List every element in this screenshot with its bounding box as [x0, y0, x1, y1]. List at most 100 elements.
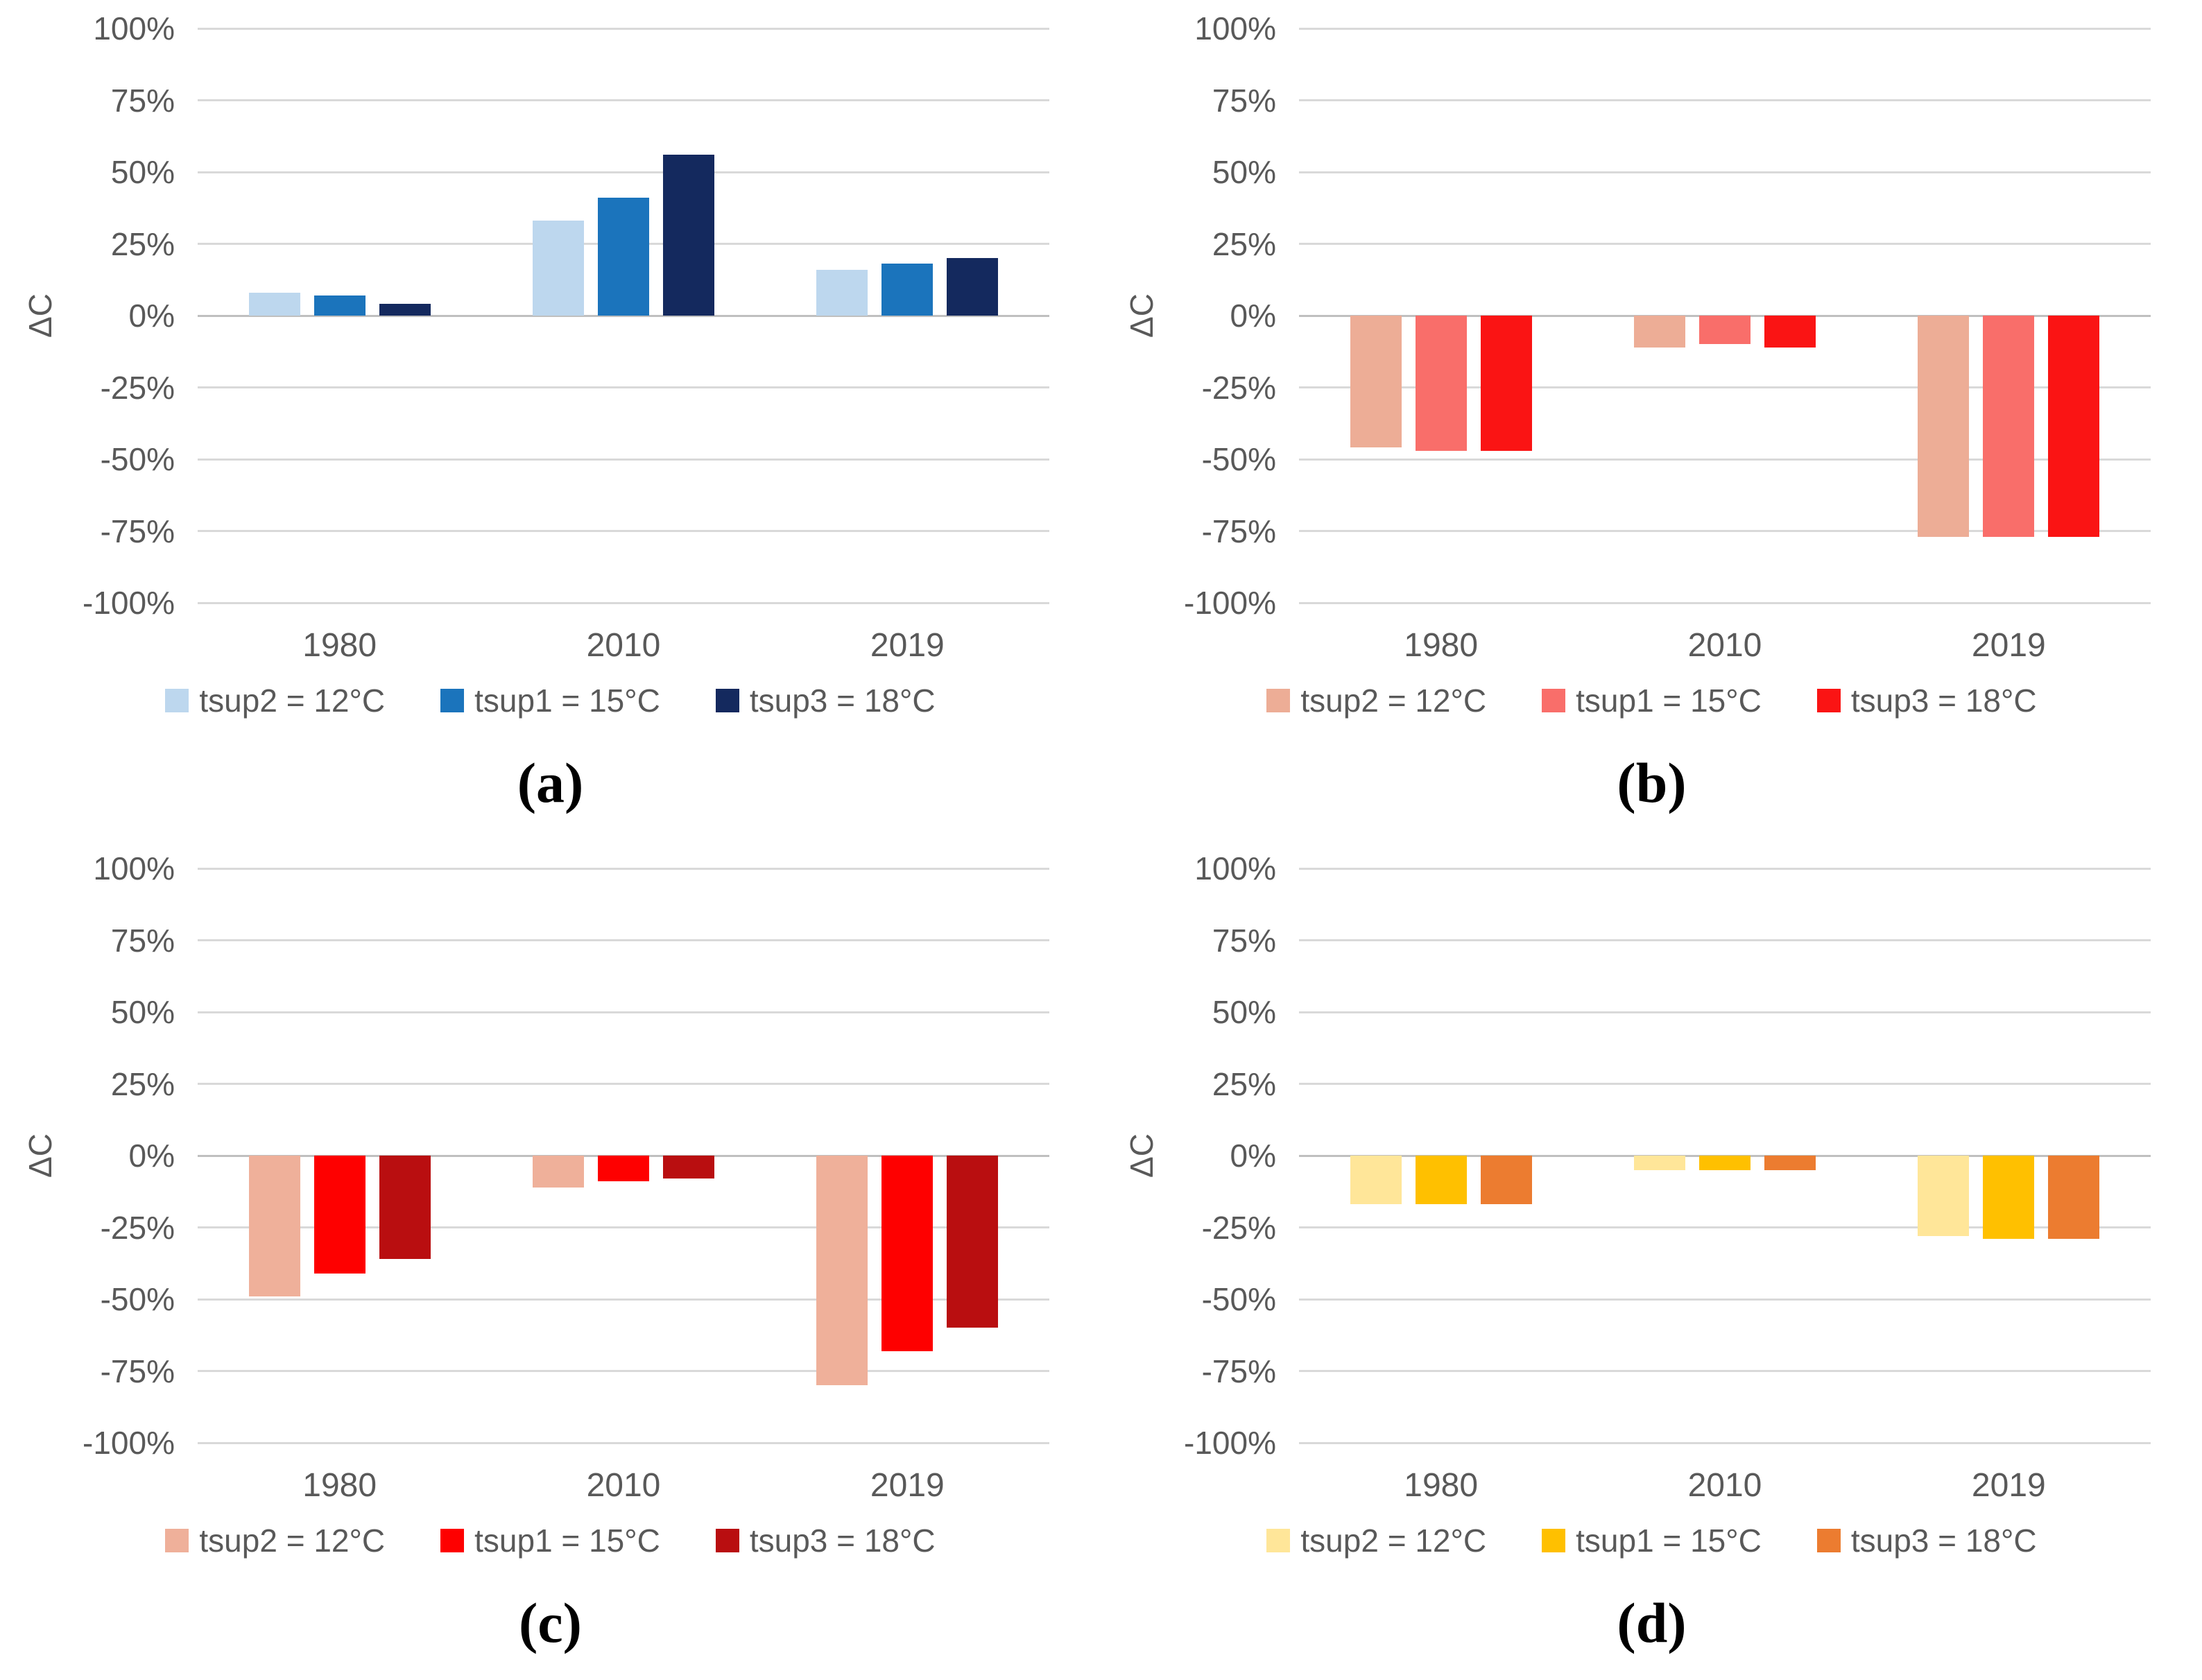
bar-2019-series-3 — [947, 258, 999, 316]
legend-label: tsup2 = 12°C — [1300, 683, 1487, 719]
legend-label: tsup1 = 15°C — [474, 1523, 660, 1559]
bar-2010-series-1 — [1634, 316, 1685, 348]
legend: tsup2 = 12°C tsup1 = 15°C tsup3 = 18°C — [1101, 1522, 2202, 1559]
x-category-label: 1980 — [1404, 1467, 1479, 1504]
y-tick-label: 0% — [1230, 1138, 1276, 1174]
x-category-label: 2019 — [1971, 1467, 2046, 1504]
y-tick-label: 25% — [1212, 1065, 1276, 1102]
x-category-label: 1980 — [302, 1467, 377, 1504]
y-tick-label: 50% — [1212, 994, 1276, 1030]
gridline — [198, 458, 1049, 461]
y-tick-label: -75% — [1201, 1353, 1276, 1389]
gridline — [1299, 939, 2151, 941]
y-tick-label: 100% — [93, 10, 175, 46]
y-tick-label: -50% — [1201, 441, 1276, 477]
y-tick-label: -50% — [100, 441, 175, 477]
gridline — [198, 386, 1049, 388]
bar-1980-series-2 — [1415, 316, 1467, 451]
legend-swatch — [1816, 1529, 1841, 1552]
legend-swatch — [1266, 1529, 1291, 1552]
y-tick-label: 100% — [93, 850, 175, 886]
legend-item: tsup1 = 15°C — [1542, 1522, 1762, 1559]
bar-2019-series-2 — [1983, 1156, 2035, 1240]
plot-area: 100% 75% 50% 25% 0% -25% -50% -75% -100% 1980 2010… — [1101, 0, 2202, 840]
y-tick-label: 50% — [1212, 154, 1276, 190]
y-tick-label: 25% — [110, 225, 175, 262]
x-category-label: 1980 — [1404, 627, 1479, 664]
bar-2019-series-2 — [881, 264, 934, 316]
legend: tsup2 = 12°C tsup1 = 15°C tsup3 = 18°C — [0, 682, 1101, 719]
zero-axis-line — [198, 314, 1049, 317]
gridline — [198, 1441, 1049, 1444]
gridline — [198, 1370, 1049, 1372]
x-category-label: 2019 — [1971, 627, 2046, 664]
bar-1980-series-3 — [1480, 316, 1532, 451]
legend-label: tsup1 = 15°C — [1576, 683, 1762, 719]
gridline — [198, 939, 1049, 941]
x-category-label: 2010 — [586, 1467, 661, 1504]
legend-item: tsup2 = 12°C — [165, 1522, 385, 1559]
bar-2010-series-2 — [598, 198, 649, 316]
legend-item: tsup3 = 18°C — [1816, 682, 2037, 719]
legend-item: tsup2 = 12°C — [1266, 1522, 1486, 1559]
y-tick-label: -25% — [100, 1209, 175, 1246]
legend-item: tsup3 = 18°C — [1816, 1522, 2037, 1559]
bar-1980-series-1 — [1350, 1156, 1402, 1205]
bar-2019-series-2 — [881, 1156, 934, 1351]
gridline — [1299, 1441, 2151, 1444]
bar-1980-series-3 — [379, 1156, 431, 1260]
bar-2010-series-2 — [598, 1156, 649, 1182]
gridline — [1299, 458, 2151, 461]
gridline — [1299, 1370, 2151, 1372]
chart-panel-b: ΔC 100% 75% 50% 25% 0% -25% -50% -75% -100% 1980 2… — [1101, 0, 2202, 840]
plot-area: 100% 75% 50% 25% 0% -25% -50% -75% -100% 1980 2010… — [0, 840, 1101, 1680]
bar-1980-series-1 — [1350, 316, 1402, 448]
x-category-label: 1980 — [302, 627, 377, 664]
y-tick-label: 25% — [1212, 225, 1276, 262]
plot-area: 100% 75% 50% 25% 0% -25% -50% -75% -100% 1980 2010… — [1101, 840, 2202, 1680]
bar-2019-series-3 — [2048, 316, 2100, 537]
legend-swatch — [1542, 689, 1566, 712]
bar-1980-series-1 — [248, 292, 300, 316]
x-category-label: 2010 — [1687, 1467, 1762, 1504]
chart-panel-c: ΔC 100% 75% 50% 25% 0% -25% -50% -75% -100% 1980 2… — [0, 840, 1101, 1680]
y-tick-label: 0% — [128, 298, 175, 334]
y-tick-label: 75% — [1212, 922, 1276, 959]
legend-label: tsup2 = 12°C — [1300, 1523, 1487, 1559]
bar-2019-series-3 — [947, 1156, 999, 1328]
gridline — [198, 171, 1049, 173]
bar-2010-series-1 — [533, 1156, 584, 1188]
bar-2010-series-1 — [1634, 1156, 1685, 1170]
bar-2010-series-3 — [1764, 1156, 1816, 1170]
legend-swatch — [440, 689, 465, 712]
y-tick-label: -50% — [100, 1281, 175, 1317]
y-tick-label: 0% — [128, 1138, 175, 1174]
legend-label: tsup2 = 12°C — [199, 683, 386, 719]
y-tick-label: -75% — [100, 1353, 175, 1389]
legend-item: tsup1 = 15°C — [440, 682, 660, 719]
bar-1980-series-1 — [248, 1156, 300, 1296]
y-tick-label: -25% — [1201, 1209, 1276, 1246]
legend: tsup2 = 12°C tsup1 = 15°C tsup3 = 18°C — [0, 1522, 1101, 1559]
bar-2010-series-2 — [1699, 316, 1751, 345]
gridline — [198, 1011, 1049, 1013]
y-tick-label: 25% — [110, 1065, 175, 1102]
gridline — [1299, 99, 2151, 101]
y-tick-label: -50% — [1201, 1281, 1276, 1317]
gridline — [1299, 1083, 2151, 1085]
bar-1980-series-3 — [1480, 1156, 1532, 1205]
x-category-label: 2019 — [870, 1467, 945, 1504]
gridline — [198, 99, 1049, 101]
chart-panel-a: ΔC 100% 75% 50% 25% 0% -25% -50% -75% -100% 1980 2… — [0, 0, 1101, 840]
legend-item: tsup3 = 18°C — [715, 1522, 936, 1559]
gridline — [198, 1298, 1049, 1301]
bar-1980-series-3 — [379, 304, 431, 316]
y-tick-label: -75% — [100, 513, 175, 549]
gridline — [1299, 1298, 2151, 1301]
bar-2019-series-1 — [816, 269, 868, 316]
legend-swatch — [1542, 1529, 1566, 1552]
bar-2019-series-1 — [1918, 1156, 1970, 1236]
y-tick-label: 50% — [110, 994, 175, 1030]
y-tick-label: 100% — [1194, 850, 1276, 886]
